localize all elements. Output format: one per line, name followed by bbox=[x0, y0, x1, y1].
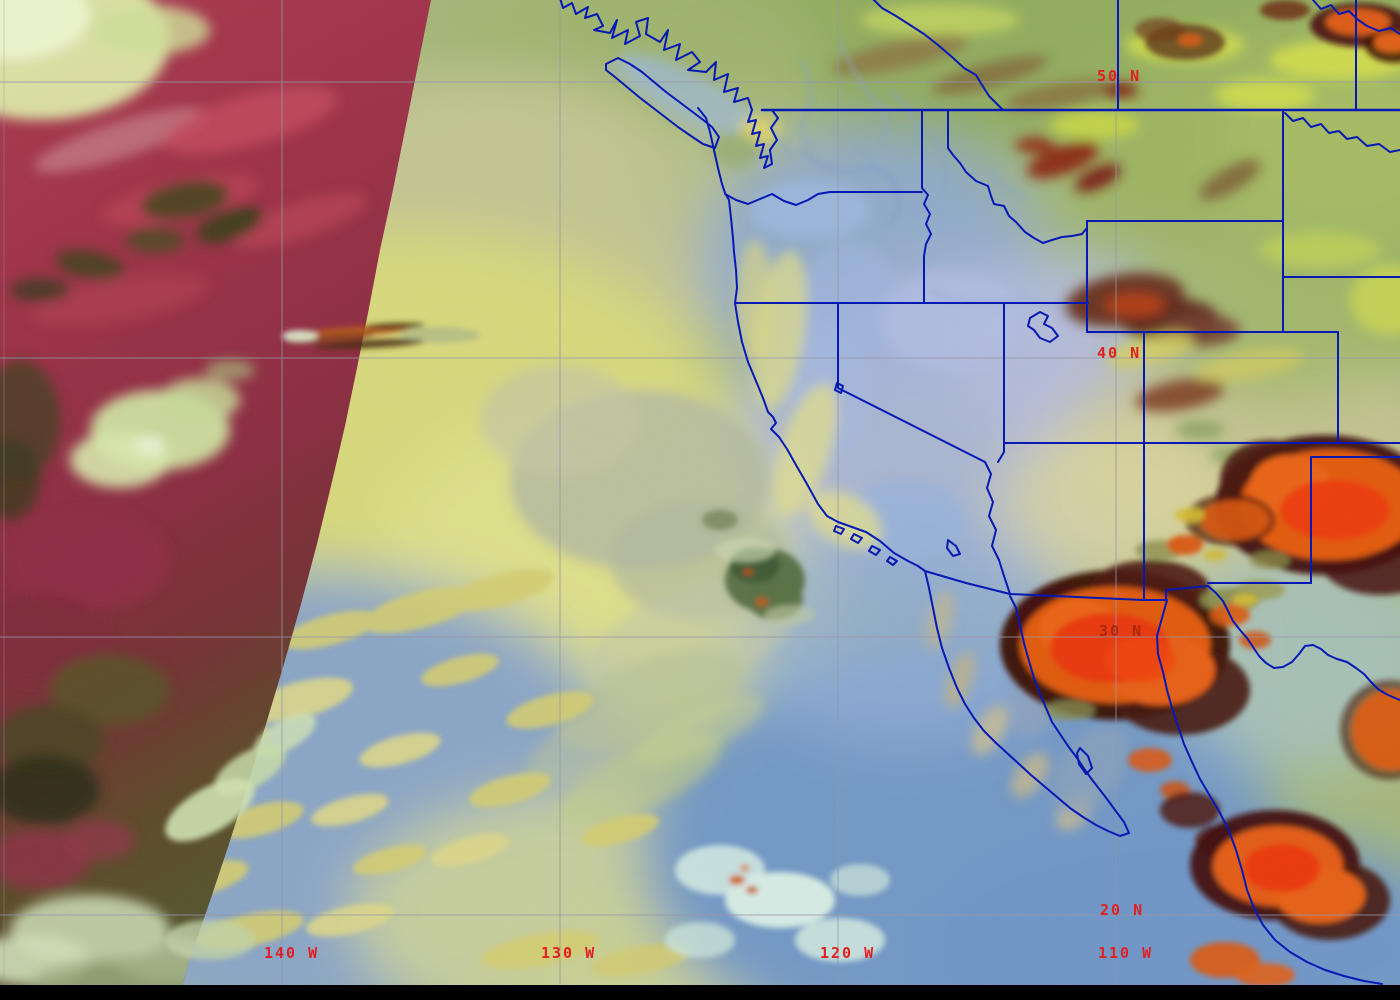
lon-label-110w: 110 W bbox=[1098, 944, 1154, 962]
lon-label-130w: 130 W bbox=[541, 944, 597, 962]
footer-bar: GOES-18 RGB DAY:R=C2 G=C7-14 B=C14 NIGHT… bbox=[0, 985, 1400, 1000]
lat-label-20n: 20 N bbox=[1100, 901, 1145, 919]
lon-label-120w: 120 W bbox=[820, 944, 876, 962]
lat-label-30n: 30 N bbox=[1099, 622, 1144, 640]
lon-label-140w: 140 W bbox=[264, 944, 320, 962]
lat-label-50n: 50 N bbox=[1097, 67, 1142, 85]
lat-label-40n: 40 N bbox=[1097, 344, 1142, 362]
